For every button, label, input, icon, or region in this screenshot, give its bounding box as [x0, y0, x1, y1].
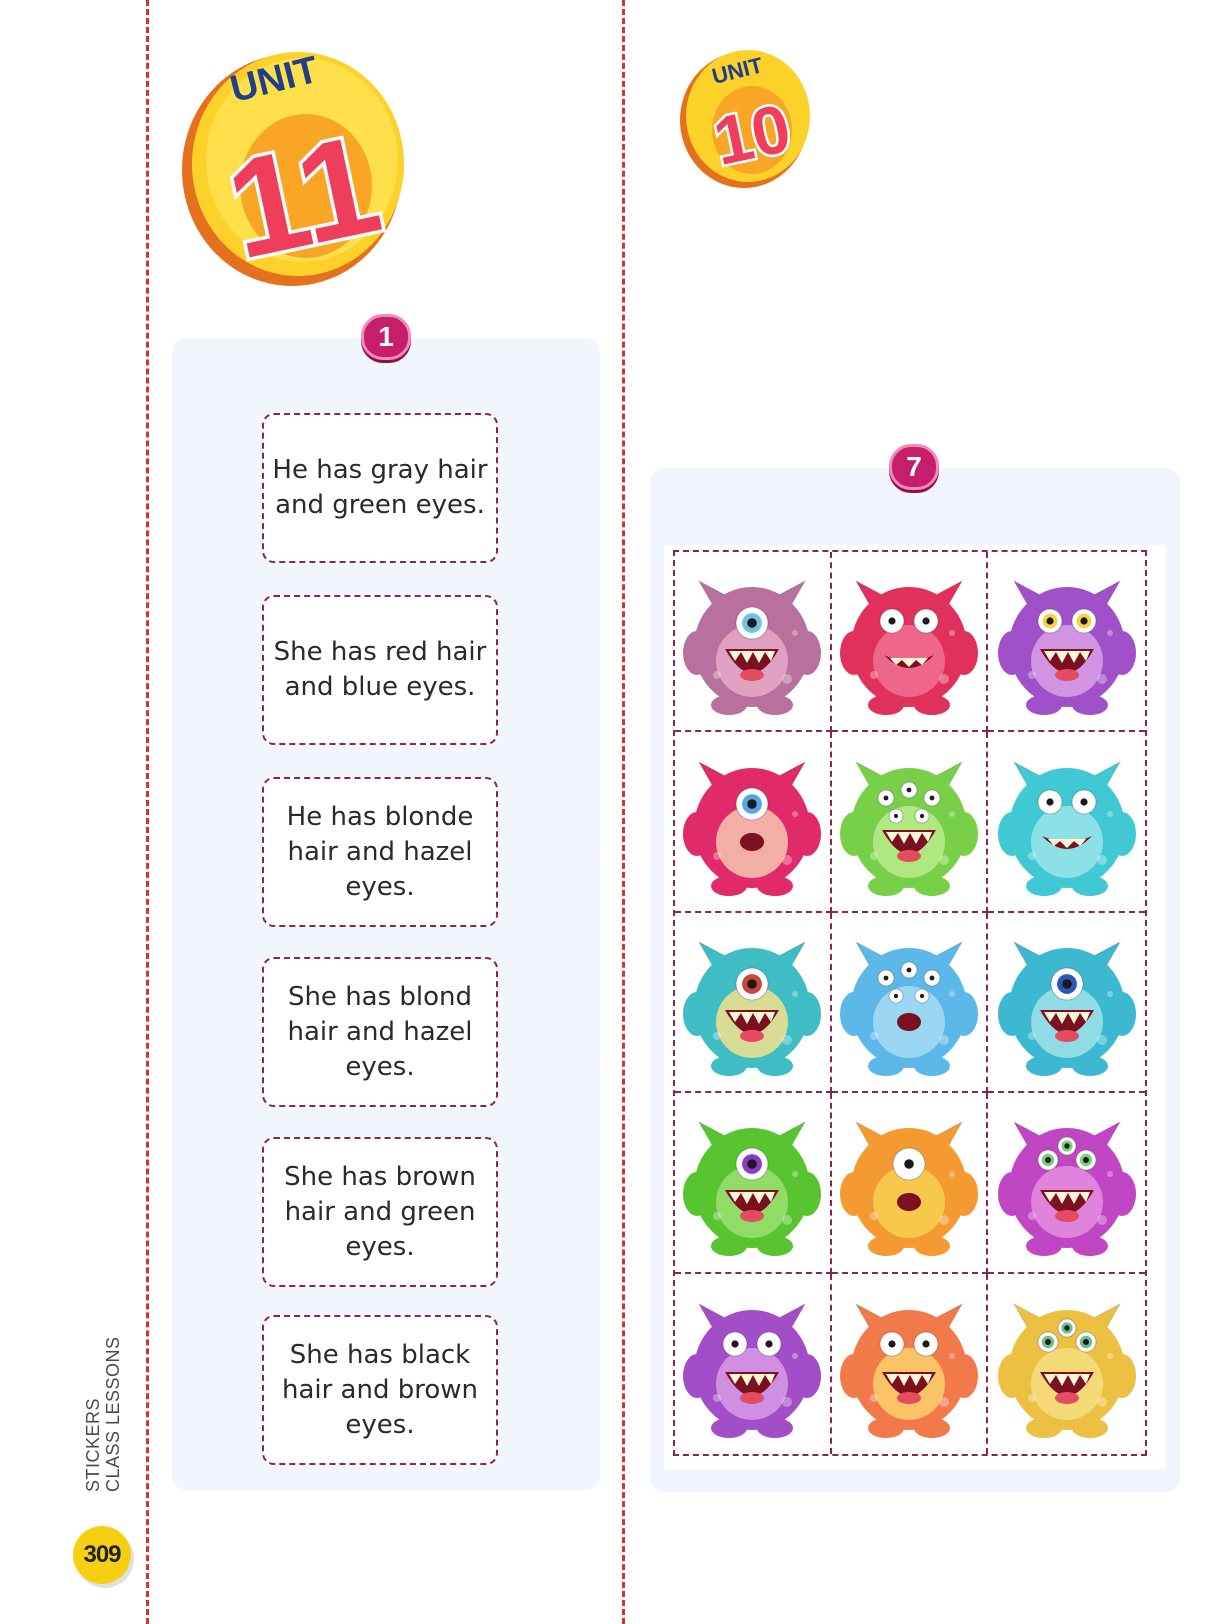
sticker-card[interactable]: She has brown hair and green eyes. — [262, 1137, 498, 1287]
page-number: 309 — [73, 1526, 131, 1584]
sticker-card[interactable]: She has blond hair and hazel eyes. — [262, 957, 498, 1107]
sticker-card[interactable]: She has red hair and blue eyes. — [262, 595, 498, 745]
monster-icon — [997, 760, 1136, 896]
sticker-cell[interactable] — [831, 732, 989, 913]
sticker-cell[interactable] — [831, 552, 989, 733]
sticker-card[interactable]: She has black hair and brown eyes. — [262, 1315, 498, 1465]
sticker-cell[interactable] — [988, 913, 1145, 1094]
monster-icon — [683, 760, 822, 896]
monster-icon — [839, 1121, 978, 1257]
monster-icon — [997, 940, 1136, 1076]
monster-icon — [839, 760, 978, 896]
sticker-cell[interactable] — [988, 732, 1145, 913]
sticker-cell[interactable] — [675, 552, 832, 733]
monster-icon — [683, 579, 822, 716]
monster-icon — [997, 579, 1136, 716]
sticker-card[interactable]: He has gray hair and green eyes. — [262, 413, 498, 563]
monster-icon — [839, 579, 978, 716]
sticker-cell[interactable] — [675, 1093, 832, 1274]
section-label-line2: CLASS LESSONS — [103, 1336, 123, 1492]
unit-coin-number: 11 — [215, 104, 392, 288]
sticker-cell[interactable] — [675, 1273, 832, 1454]
unit-coin-icon: UNIT 11 — [182, 49, 404, 290]
sticker-cell[interactable] — [675, 912, 832, 1094]
sticker-cell[interactable] — [831, 912, 989, 1094]
monster-icon — [683, 1121, 822, 1257]
cut-line-middle — [622, 0, 625, 1624]
sticker-cell[interactable] — [988, 552, 1145, 733]
activity-number-badge: 7 — [889, 444, 939, 490]
sticker-cell[interactable] — [988, 1093, 1145, 1274]
monster-icon — [839, 940, 978, 1076]
cut-line-left — [146, 0, 149, 1624]
monster-icon — [683, 940, 822, 1076]
sticker-cell[interactable] — [988, 1274, 1145, 1454]
section-label-line1: STICKERS — [83, 1397, 103, 1492]
sticker-card[interactable]: He has blonde hair and hazel eyes. — [262, 777, 498, 927]
monster-icon — [683, 1302, 822, 1438]
sticker-cell[interactable] — [675, 732, 832, 913]
unit-coin-icon: UNIT 10 — [680, 50, 810, 188]
sticker-cell[interactable] — [831, 1093, 989, 1274]
unit-coin-number: 10 — [707, 90, 797, 180]
monster-icon — [997, 1302, 1136, 1438]
sticker-cell[interactable] — [832, 1273, 989, 1454]
sticker-grid — [673, 550, 1147, 1456]
monster-icon — [839, 1302, 978, 1438]
monster-icon — [997, 1121, 1136, 1257]
section-label: STICKERS CLASS LESSONS — [83, 1336, 124, 1492]
activity-number-badge: 1 — [361, 314, 411, 360]
